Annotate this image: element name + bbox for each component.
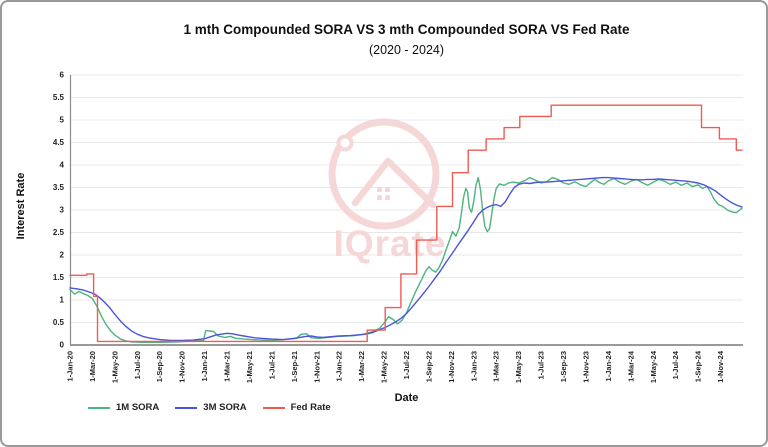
x-tick-label: 1-Jul-21	[267, 351, 276, 379]
x-tick-label: 1-Sep-22	[424, 351, 433, 382]
legend-item-1m-sora: 1M SORA	[88, 402, 159, 413]
x-tick-label: 1-Jan-21	[200, 351, 209, 381]
series-line-1m-sora	[69, 176, 743, 343]
chart-title: 1 mth Compounded SORA VS 3 mth Compounde…	[183, 22, 630, 37]
y-tick-label: 1.5	[53, 273, 65, 282]
x-tick-label: 1-Jul-22	[402, 351, 411, 379]
y-tick-label: 0	[60, 341, 65, 350]
x-tick-label: 1-May-24	[649, 350, 658, 383]
watermark-window-icon	[377, 195, 382, 200]
x-tick-label: 1-Mar-20	[88, 351, 97, 382]
x-axis-title: Date	[394, 392, 419, 404]
y-tick-label: 4	[60, 161, 65, 170]
y-tick-label: 5.5	[53, 93, 65, 102]
x-tick-label: 1-Mar-22	[357, 351, 366, 382]
watermark-house-icon	[351, 157, 437, 209]
y-tick-label: 3	[60, 206, 65, 215]
y-tick-label: 4.5	[53, 138, 65, 147]
watermark-node-icon	[336, 134, 354, 152]
x-tick-label: 1-May-23	[514, 351, 523, 383]
x-tick-label: 1-Jul-23	[537, 351, 546, 379]
x-tick-label: 1-Sep-21	[290, 351, 299, 382]
x-tick-label: 1-Mar-21	[223, 351, 232, 382]
legend-item-fed-rate: Fed Rate	[262, 402, 331, 413]
chart-subtitle: (2020 - 2024)	[368, 43, 445, 57]
legend-item-3m-sora: 3M SORA	[175, 402, 247, 413]
y-tick-label: 2.5	[53, 228, 65, 237]
x-tick-label: 1-Jan-24	[604, 350, 613, 381]
x-tick-label: 1-Sep-20	[155, 351, 164, 382]
legend-swatch	[175, 406, 198, 409]
series-line-fed-rate	[69, 104, 743, 343]
x-tick-label: 1-Sep-24	[694, 350, 703, 382]
x-tick-label: 1-Sep-23	[559, 351, 568, 382]
watermark-ring-icon	[328, 118, 440, 230]
x-tick-label: 1-Nov-21	[312, 351, 321, 383]
x-tick-label: 1-May-20	[110, 351, 119, 383]
y-tick-label: 2	[60, 251, 65, 260]
watermark-window-icon	[385, 187, 390, 192]
x-tick-label: 1-May-21	[245, 351, 254, 383]
y-tick-label: 0.5	[53, 318, 65, 327]
watermark-window-icon	[385, 195, 390, 200]
y-tick-label: 1	[60, 296, 65, 305]
x-tick-label: 1-Nov-22	[447, 351, 456, 383]
x-tick-label: 1-Jul-20	[133, 351, 142, 379]
legend-label: 1M SORA	[116, 402, 160, 413]
legend-swatch	[262, 406, 285, 409]
legend-label: 3M SORA	[203, 402, 247, 413]
x-tick-label: 1-Mar-23	[492, 351, 501, 382]
x-tick-label: 1-Nov-20	[178, 351, 187, 383]
x-tick-label: 1-Nov-24	[716, 350, 725, 383]
legend-swatch	[88, 406, 110, 409]
x-tick-label: 1-Jul-24	[671, 350, 680, 379]
x-tick-label: 1-May-22	[380, 351, 389, 383]
series-line-3m-sora	[69, 176, 743, 342]
y-tick-label: 5	[60, 116, 65, 125]
watermark-window-icon	[377, 187, 382, 192]
x-tick-label: 1-Jan-22	[335, 351, 344, 381]
watermark-text: IQrate	[334, 223, 447, 264]
x-tick-label: 1-Nov-23	[581, 351, 590, 383]
legend: 1M SORA 3M SORA Fed Rate	[88, 402, 331, 413]
x-tick-label: 1-Mar-24	[626, 350, 635, 382]
x-tick-label: 1-Jan-20	[66, 351, 75, 381]
y-tick-label: 6	[60, 71, 65, 80]
y-tick-label: 3.5	[53, 183, 65, 192]
legend-label: Fed Rate	[290, 402, 331, 413]
x-tick-label: 1-Jan-23	[469, 351, 478, 381]
